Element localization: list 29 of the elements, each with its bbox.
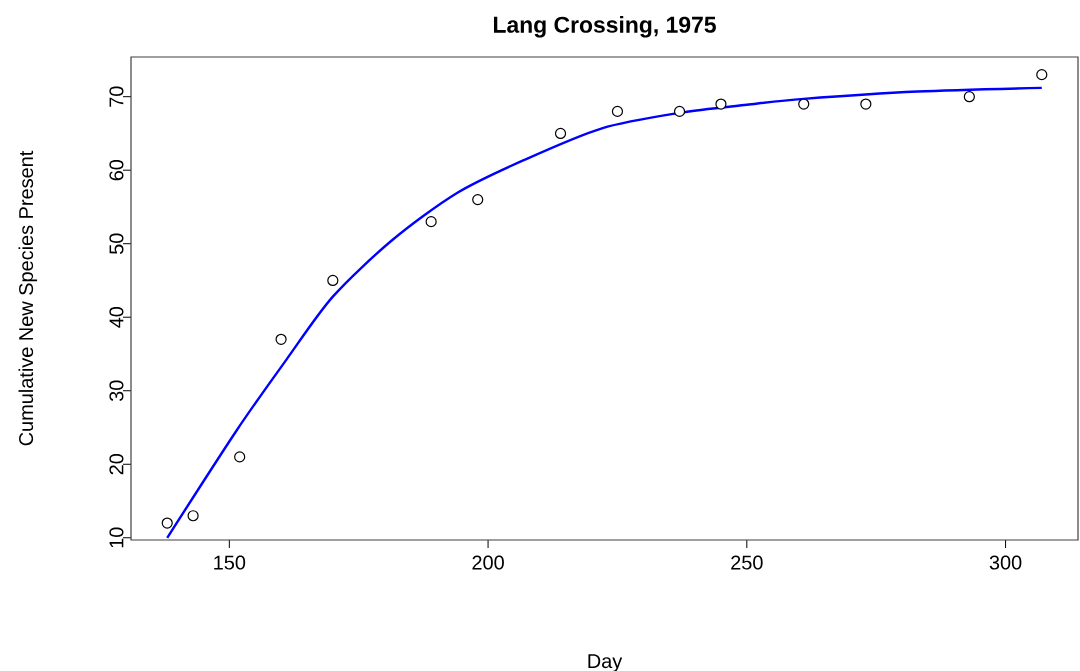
y-tick-label: 40 xyxy=(109,306,124,328)
y-tick-label: 60 xyxy=(109,159,124,181)
x-tick-label: 200 xyxy=(472,555,504,570)
point xyxy=(187,510,199,522)
y-tick-label: 20 xyxy=(109,453,124,475)
y-axis-title: Cumulative New Species Present xyxy=(18,150,38,446)
x-tick-label: 150 xyxy=(214,555,246,570)
point xyxy=(798,98,810,110)
y-tick-label: 10 xyxy=(109,527,124,548)
point xyxy=(673,105,686,117)
point xyxy=(1036,69,1048,81)
point xyxy=(611,105,624,117)
y-tick-label: 30 xyxy=(109,380,124,402)
point xyxy=(161,517,173,529)
line-series xyxy=(166,86,1043,539)
point xyxy=(327,274,339,287)
y-tick-label: 50 xyxy=(109,233,124,254)
x-tick-label: 250 xyxy=(731,555,763,570)
point xyxy=(554,127,567,140)
point xyxy=(234,451,246,463)
x-tick-label: 300 xyxy=(989,555,1022,570)
y-tick-label: 70 xyxy=(109,86,124,107)
point xyxy=(963,91,975,103)
point xyxy=(860,98,872,110)
chart-title: Lang Crossing, 1975 xyxy=(493,16,716,38)
point xyxy=(715,98,727,110)
point xyxy=(472,194,484,206)
point xyxy=(425,216,437,228)
point xyxy=(275,333,287,345)
